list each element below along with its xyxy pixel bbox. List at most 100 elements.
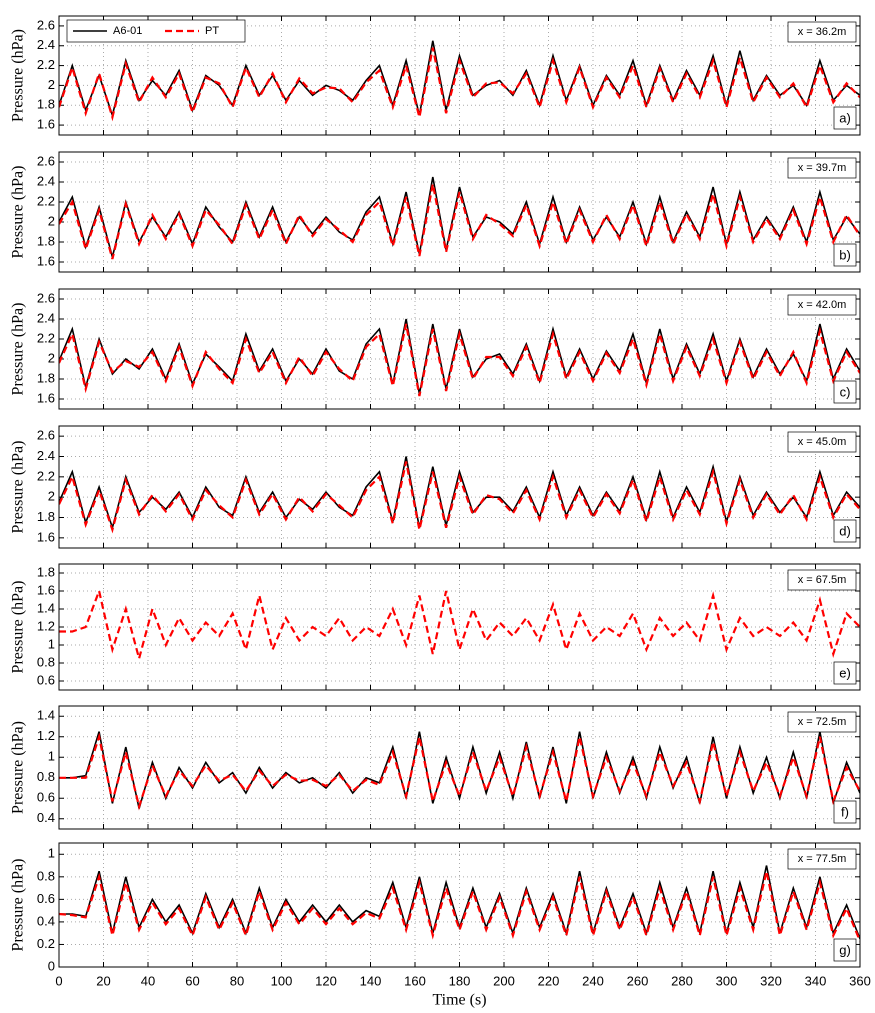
y-tick-label: 2.6 — [37, 153, 55, 168]
annotation: x = 67.5m — [798, 574, 847, 586]
y-tick-label: 0.6 — [37, 790, 55, 805]
y-tick-label: 2.2 — [37, 468, 55, 483]
y-tick-label: 2.6 — [37, 428, 55, 443]
y-tick-label: 1.2 — [37, 728, 55, 743]
x-tick-label: 180 — [449, 973, 471, 988]
annotation: x = 42.0m — [798, 299, 847, 311]
y-tick-label: 1.8 — [37, 509, 55, 524]
y-tick-label: 0.6 — [37, 672, 55, 687]
series-line — [59, 183, 860, 260]
plot-frame — [58, 563, 861, 691]
legend-label: PT — [205, 25, 219, 37]
annotation-box — [787, 157, 857, 179]
y-tick-label: 1.6 — [37, 253, 55, 268]
plot-frame — [58, 15, 861, 136]
y-tick-label: 0.8 — [37, 654, 55, 669]
y-tick-label: 1 — [48, 846, 55, 861]
y-tick-label: 2 — [48, 77, 55, 92]
series-line — [59, 731, 860, 809]
x-tick-label: 100 — [271, 973, 293, 988]
y-tick-label: 2.4 — [37, 173, 55, 188]
y-tick-label: 1.4 — [37, 708, 55, 723]
y-tick-label: 2 — [48, 350, 55, 365]
panel-label: d) — [839, 523, 851, 538]
y-tick-label: 2 — [48, 213, 55, 228]
panel-label: b) — [839, 247, 851, 262]
x-tick-label: 20 — [96, 973, 110, 988]
x-tick-label: 300 — [716, 973, 738, 988]
y-tick-label: 2.2 — [37, 330, 55, 345]
series-line — [59, 587, 860, 663]
x-tick-label: 200 — [493, 973, 515, 988]
y-tick-label: 2.2 — [37, 57, 55, 72]
x-tick-label: 80 — [230, 973, 244, 988]
y-tick-label: 1 — [48, 749, 55, 764]
x-tick-label: 0 — [55, 973, 62, 988]
annotation-box — [787, 21, 857, 43]
annotation-box — [787, 431, 857, 453]
panel-label: c) — [840, 384, 851, 399]
series-line — [59, 323, 860, 397]
x-tick-label: 240 — [582, 973, 604, 988]
annotation-box — [787, 294, 857, 316]
x-tick-label: 340 — [805, 973, 827, 988]
x-tick-label: 60 — [185, 973, 199, 988]
y-tick-label: 1.4 — [37, 600, 55, 615]
y-axis-label: Pressure (hPa) — [10, 303, 27, 396]
y-tick-label: 0.6 — [37, 891, 55, 906]
x-tick-label: 120 — [315, 973, 337, 988]
x-tick-label: 280 — [671, 973, 693, 988]
plot-frame — [58, 425, 861, 549]
annotation: x = 36.2m — [798, 26, 847, 38]
y-axis-label: Pressure (hPa) — [10, 859, 27, 952]
plot-frame — [58, 705, 861, 830]
y-tick-label: 0.2 — [37, 936, 55, 951]
y-tick-label: 0 — [48, 958, 55, 973]
y-tick-label: 1.8 — [37, 370, 55, 385]
y-tick-label: 1.8 — [37, 97, 55, 112]
panel-label: g) — [839, 942, 851, 957]
plot-frame — [58, 151, 861, 273]
y-tick-label: 0.8 — [37, 868, 55, 883]
plot-frame — [58, 288, 861, 410]
annotation: x = 45.0m — [798, 436, 847, 448]
panel-label-box — [833, 661, 857, 685]
y-tick-label: 1 — [48, 636, 55, 651]
annotation: x = 72.5m — [798, 716, 847, 728]
annotation: x = 77.5m — [798, 853, 847, 865]
panel-label: e) — [839, 665, 851, 680]
panel-label-box — [833, 519, 857, 543]
y-tick-label: 1.6 — [37, 390, 55, 405]
x-tick-label: 220 — [538, 973, 560, 988]
y-tick-label: 2.6 — [37, 290, 55, 305]
annotation-box — [787, 569, 857, 591]
y-tick-label: 2 — [48, 489, 55, 504]
y-tick-label: 1.6 — [37, 117, 55, 132]
y-axis-label: Pressure (hPa) — [10, 441, 27, 534]
series-line — [59, 732, 860, 811]
y-tick-label: 0.4 — [37, 913, 55, 928]
panel-label-box — [833, 800, 857, 824]
y-tick-label: 0.4 — [37, 810, 55, 825]
y-axis-label: Pressure (hPa) — [10, 166, 27, 259]
y-tick-label: 2.4 — [37, 448, 55, 463]
y-tick-label: 1.2 — [37, 618, 55, 633]
legend-box — [66, 19, 246, 43]
panel-label-box — [833, 106, 857, 130]
y-tick-label: 1.6 — [37, 529, 55, 544]
panel-label: f) — [841, 804, 849, 819]
x-tick-label: 40 — [141, 973, 155, 988]
y-tick-label: 0.8 — [37, 769, 55, 784]
y-axis-label: Pressure (hPa) — [10, 581, 27, 674]
x-tick-label: 360 — [849, 973, 871, 988]
x-tick-label: 140 — [360, 973, 382, 988]
series-line — [59, 47, 860, 122]
panel-label: a) — [839, 110, 851, 125]
y-tick-label: 2.6 — [37, 17, 55, 32]
x-tick-label: 260 — [627, 973, 649, 988]
legend-label: A6-01 — [113, 25, 142, 37]
series-line — [59, 461, 860, 534]
annotation: x = 39.7m — [798, 162, 847, 174]
panel-label-box — [833, 938, 857, 962]
